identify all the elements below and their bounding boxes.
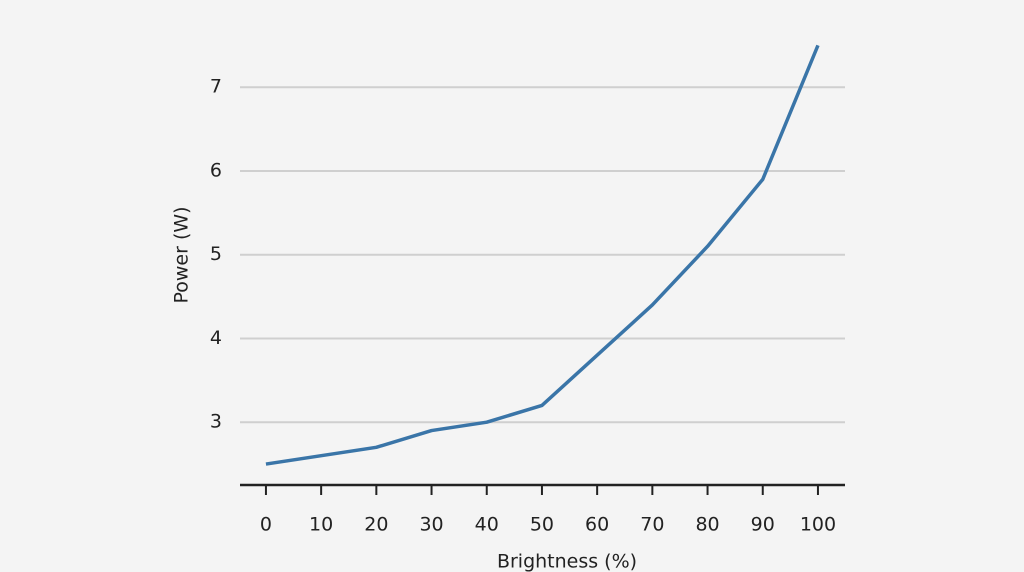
x-tick-label: 10 [309,514,333,536]
x-tick-label: 90 [751,514,775,536]
x-tick-label: 50 [530,514,554,536]
y-axis-label: Power (W) [171,206,193,303]
x-tick-label: 60 [585,514,609,536]
x-tick-label: 70 [640,514,664,536]
y-tick-label: 6 [210,159,222,181]
x-tick-label: 30 [419,514,443,536]
x-tick-label: 0 [260,514,272,536]
y-tick-label: 4 [210,327,222,349]
line [265,44,820,466]
y-tick-label: 5 [210,243,222,265]
x-axis-label: Brightness (%) [497,551,637,572]
x-tick-label: 40 [475,514,499,536]
y-tick-label: 7 [210,76,222,98]
x-tick-label: 100 [800,514,836,536]
y-tick-label: 3 [210,411,222,433]
x-tick-label: 80 [695,514,719,536]
x-tick-label: 20 [364,514,388,536]
